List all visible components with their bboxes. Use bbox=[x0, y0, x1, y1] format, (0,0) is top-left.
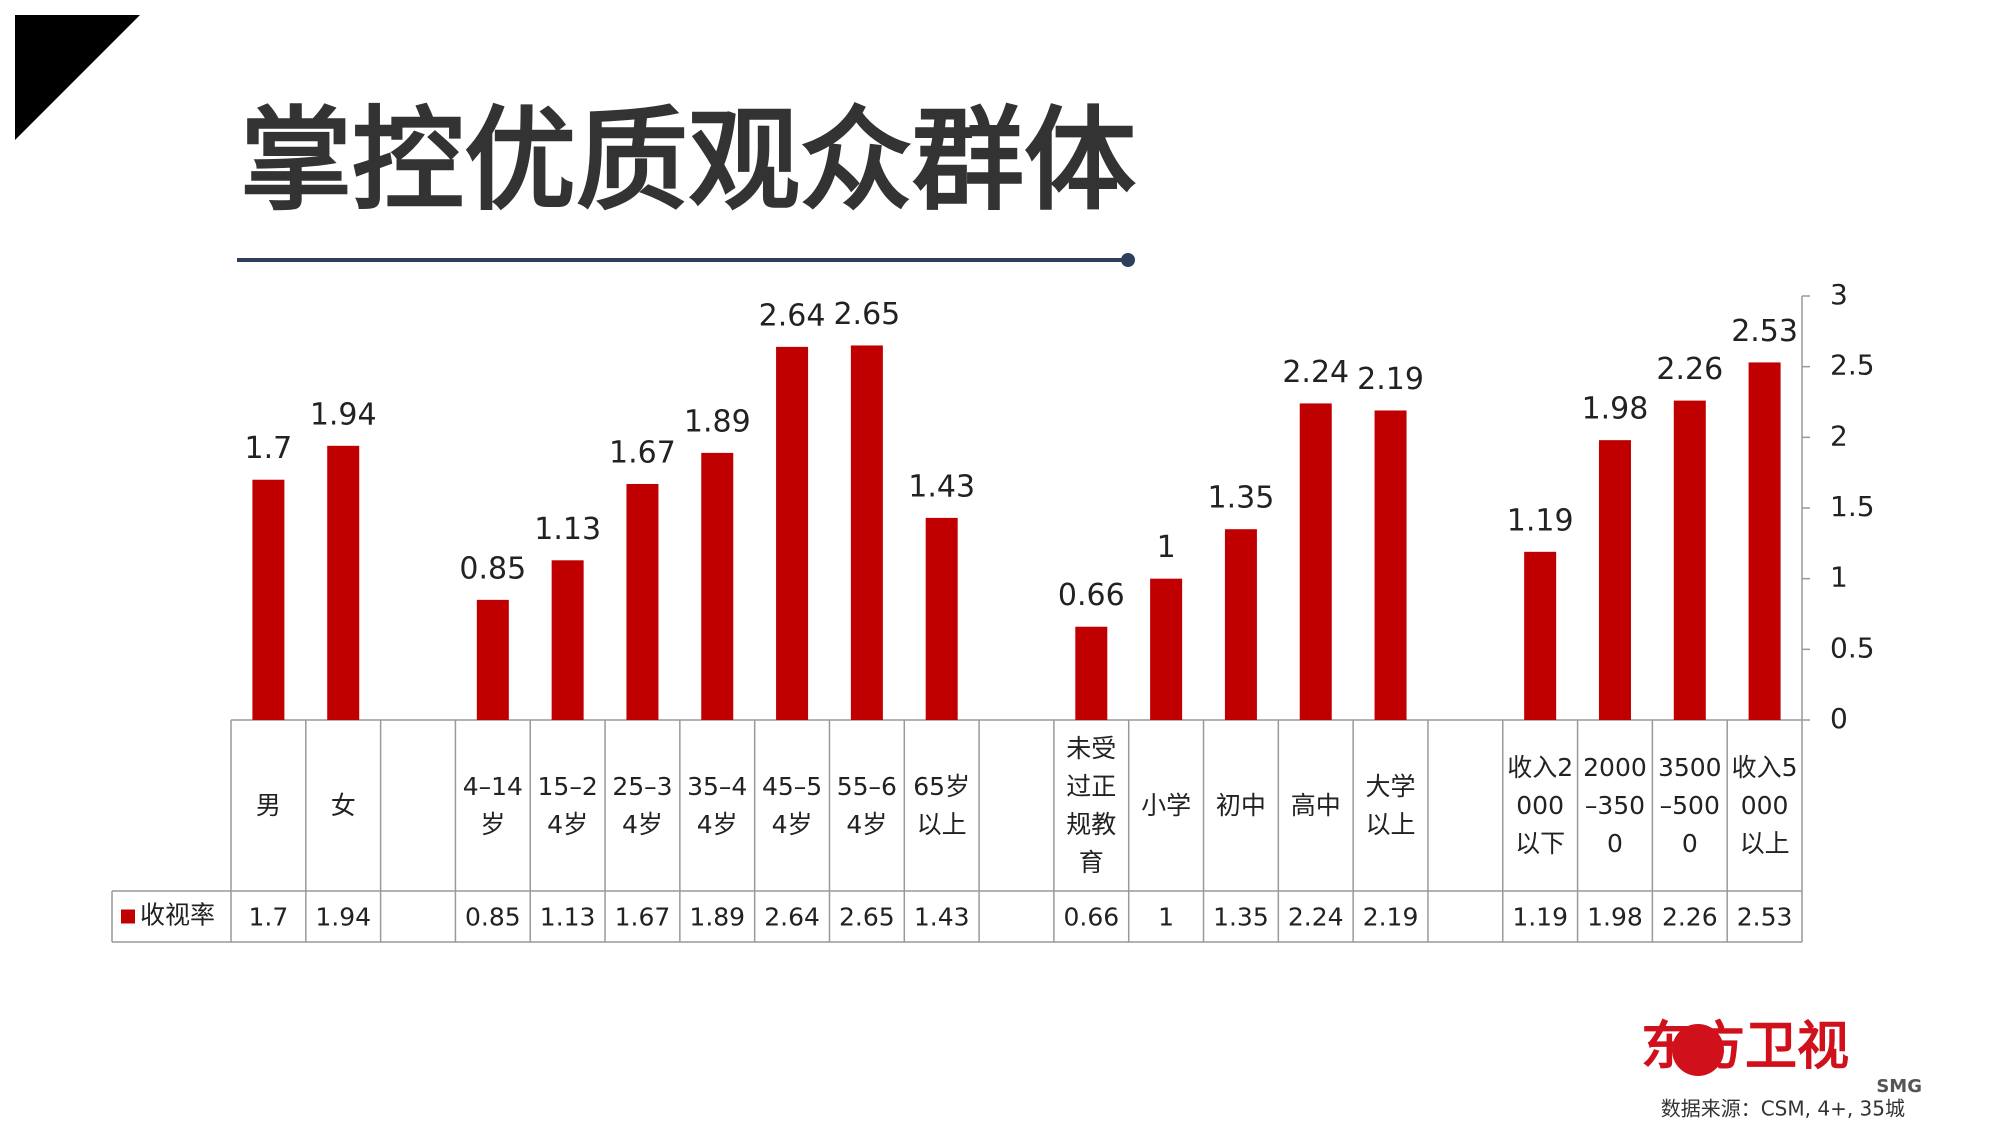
x-tick-label: 35–44岁 bbox=[687, 771, 748, 839]
corner-triangle bbox=[15, 15, 140, 140]
value-label: 1.35 bbox=[1208, 481, 1275, 516]
bar bbox=[327, 445, 360, 720]
value-label: 2.24 bbox=[1282, 355, 1349, 390]
source-note: 数据来源：CSM, 4+, 35城 bbox=[1661, 1097, 1905, 1121]
bar bbox=[701, 452, 734, 720]
bar bbox=[1524, 551, 1557, 720]
legend-label: 收视率 bbox=[140, 901, 215, 930]
title-dot bbox=[1121, 253, 1135, 267]
y-tick-label: 3 bbox=[1830, 278, 1848, 311]
x-tick-label: 25–34岁 bbox=[612, 771, 673, 839]
bar bbox=[1748, 362, 1781, 720]
logo-icon bbox=[1672, 1024, 1724, 1076]
bar bbox=[476, 599, 509, 720]
x-tick-label: 15–24岁 bbox=[537, 771, 598, 839]
table-value: 1.13 bbox=[540, 903, 596, 932]
x-tick-label: 45–54岁 bbox=[761, 771, 823, 839]
value-label: 1.98 bbox=[1582, 392, 1649, 427]
y-tick-label: 2.5 bbox=[1830, 349, 1875, 382]
y-tick-label: 2 bbox=[1830, 419, 1848, 452]
bar bbox=[1224, 529, 1257, 720]
bar bbox=[551, 560, 584, 720]
bar bbox=[1150, 578, 1183, 720]
table-value: 2.24 bbox=[1288, 903, 1344, 932]
table-value: 2.64 bbox=[764, 903, 820, 932]
x-tick-label: 收入2000以下 bbox=[1507, 752, 1574, 858]
bar bbox=[1598, 440, 1631, 720]
x-tick-label: 大学以上 bbox=[1365, 771, 1416, 839]
bar bbox=[1374, 410, 1407, 720]
table-value: 2.19 bbox=[1363, 903, 1419, 932]
x-tick-label: 2000–3500 bbox=[1583, 752, 1647, 858]
bar bbox=[252, 479, 285, 720]
value-label: 1.89 bbox=[684, 404, 751, 439]
logo-sub: SMG bbox=[1876, 1076, 1922, 1097]
table-value: 1.67 bbox=[615, 903, 671, 932]
page-title: 掌控优质观众群体 bbox=[240, 96, 1136, 226]
value-label: 1 bbox=[1157, 530, 1176, 565]
table-value: 1.35 bbox=[1213, 903, 1269, 932]
value-label: 1.43 bbox=[908, 469, 975, 504]
bar bbox=[1075, 626, 1108, 720]
table-value: 1.19 bbox=[1512, 903, 1568, 932]
table-value: 1.94 bbox=[315, 903, 371, 932]
table-value: 0.66 bbox=[1063, 903, 1119, 932]
x-tick-label: 女 bbox=[330, 790, 356, 820]
value-label: 1.13 bbox=[534, 512, 601, 547]
x-tick-label: 55–64岁 bbox=[836, 771, 897, 839]
x-tick-label: 4–14岁 bbox=[462, 771, 523, 839]
bar bbox=[1299, 403, 1332, 720]
x-tick-label: 65岁以上 bbox=[913, 771, 971, 839]
table-value: 1.89 bbox=[689, 903, 745, 932]
value-label: 2.26 bbox=[1656, 352, 1723, 387]
table-value: 1.43 bbox=[914, 903, 970, 932]
value-label: 2.53 bbox=[1731, 314, 1798, 349]
x-tick-label: 高中 bbox=[1290, 790, 1341, 820]
bar bbox=[1673, 400, 1706, 720]
bar bbox=[776, 346, 809, 720]
y-tick-label: 1.5 bbox=[1830, 490, 1875, 523]
table-value: 1.98 bbox=[1587, 903, 1643, 932]
table-value: 2.65 bbox=[839, 903, 895, 932]
value-label: 1.19 bbox=[1507, 503, 1574, 538]
bar bbox=[850, 345, 883, 720]
x-tick-label: 初中 bbox=[1215, 790, 1266, 820]
value-label: 2.64 bbox=[759, 298, 826, 333]
table-value: 2.53 bbox=[1737, 903, 1793, 932]
value-label: 1.67 bbox=[609, 435, 676, 470]
legend-swatch bbox=[121, 909, 135, 924]
x-tick-label: 3500–5000 bbox=[1657, 752, 1722, 858]
value-label: 1.7 bbox=[245, 431, 293, 466]
x-tick-label: 男 bbox=[255, 790, 281, 820]
table-value: 1.7 bbox=[249, 903, 289, 932]
table-value: 1 bbox=[1158, 903, 1174, 932]
value-label: 0.85 bbox=[459, 551, 526, 586]
x-tick-label: 收入5000以上 bbox=[1731, 752, 1798, 858]
table-value: 2.26 bbox=[1662, 903, 1718, 932]
value-label: 2.19 bbox=[1357, 362, 1424, 397]
value-label: 1.94 bbox=[310, 397, 377, 432]
x-tick-label: 小学 bbox=[1141, 790, 1192, 820]
y-tick-label: 0 bbox=[1830, 702, 1848, 735]
table-value: 0.85 bbox=[465, 903, 521, 932]
x-tick-label: 未受过正规教育 bbox=[1066, 733, 1117, 877]
value-label: 2.65 bbox=[833, 297, 900, 332]
y-tick-label: 1 bbox=[1830, 561, 1848, 594]
value-label: 0.66 bbox=[1058, 578, 1125, 613]
y-tick-label: 0.5 bbox=[1830, 631, 1875, 664]
bar bbox=[925, 517, 958, 720]
bar bbox=[626, 483, 659, 720]
